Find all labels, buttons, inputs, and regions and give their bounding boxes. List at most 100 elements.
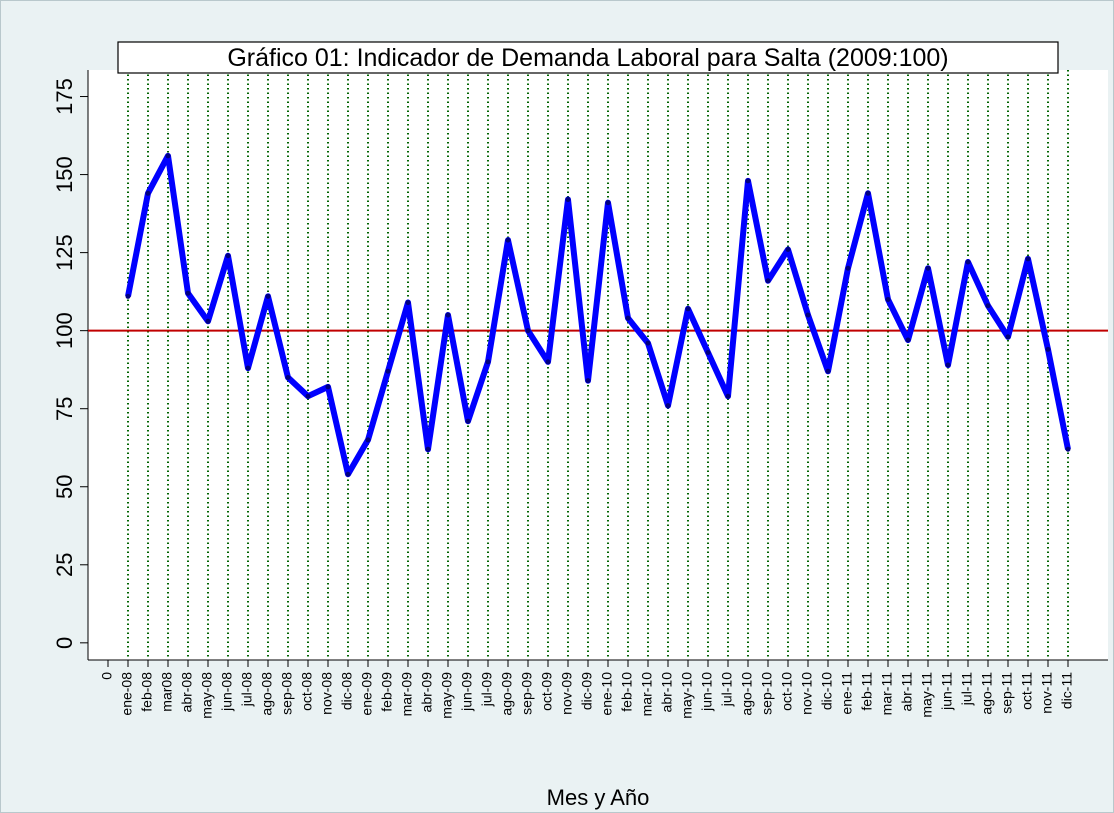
x-tick-label: feb-11 [859, 672, 875, 711]
x-tick-label: oct-08 [299, 672, 315, 711]
y-tick-label: 0 [52, 637, 77, 649]
x-tick-label: dic-11 [1059, 672, 1075, 709]
x-tick-label: may-08 [199, 672, 215, 719]
x-tick-label: nov-09 [559, 672, 575, 715]
data-point [185, 290, 191, 296]
data-point [425, 446, 431, 452]
data-point [665, 403, 671, 409]
data-point [825, 368, 831, 374]
data-point [405, 300, 411, 306]
data-point [925, 265, 931, 271]
data-point [385, 368, 391, 374]
data-point [125, 293, 131, 299]
x-tick-label: sep-09 [519, 672, 535, 715]
data-point [165, 153, 171, 159]
x-tick-label: jul-09 [479, 672, 495, 707]
x-tick-label: ene-10 [599, 672, 615, 716]
x-tick-label: sep-08 [279, 672, 295, 715]
x-tick-label: abr-08 [179, 672, 195, 713]
data-point [1045, 346, 1051, 352]
data-point [745, 178, 751, 184]
data-point [1025, 256, 1031, 262]
data-line [125, 152, 1071, 478]
data-point [445, 312, 451, 318]
x-tick-label: jun-11 [939, 672, 955, 711]
data-point [565, 197, 571, 203]
x-tick-label: jul-08 [239, 672, 255, 707]
x-tick-label: nov-10 [799, 672, 815, 715]
x-tick-label: abr-11 [899, 672, 915, 712]
x-tick-label: 0 [99, 672, 115, 680]
x-tick-label: ago-08 [259, 672, 275, 716]
x-tick-label: jun-09 [459, 672, 475, 712]
y-tick-label: 175 [52, 78, 77, 115]
x-tick-label: ene-08 [119, 672, 135, 716]
plot-area [88, 70, 1108, 660]
y-tick-label: 150 [52, 156, 77, 193]
data-point [365, 437, 371, 443]
data-point [1005, 334, 1011, 340]
x-tick-label: ago-10 [739, 672, 755, 716]
data-point [225, 253, 231, 259]
x-tick-label: jul-11 [959, 672, 975, 706]
data-point [725, 393, 731, 399]
x-tick-label: abr-09 [419, 672, 435, 713]
data-point [545, 359, 551, 365]
x-tick-label: sep-10 [759, 672, 775, 715]
data-point [1065, 446, 1071, 452]
chart-title: Gráfico 01: Indicador de Demanda Laboral… [227, 44, 948, 72]
x-tick-label: dic-09 [579, 672, 595, 710]
data-point [845, 265, 851, 271]
x-tick-label: oct-10 [779, 672, 795, 711]
data-point [625, 315, 631, 321]
x-tick-label: feb-10 [619, 672, 635, 712]
x-tick-label: nov-08 [319, 672, 335, 715]
data-point [685, 306, 691, 312]
x-tick-label: mar08 [159, 672, 175, 712]
y-tick-label: 125 [52, 234, 77, 271]
y-tick-label: 50 [52, 475, 77, 499]
data-point [885, 296, 891, 302]
title-box [117, 41, 1059, 74]
data-point [985, 303, 991, 309]
x-tick-label: jun-08 [219, 672, 235, 712]
data-point [805, 312, 811, 318]
x-tick-label: feb-08 [139, 672, 155, 712]
data-point [905, 337, 911, 343]
data-point [265, 293, 271, 299]
data-point [965, 259, 971, 265]
x-tick-label: ago-09 [499, 672, 515, 716]
x-tick-label: feb-09 [379, 672, 395, 712]
data-point [645, 340, 651, 346]
data-point [865, 190, 871, 196]
data-point [465, 418, 471, 424]
x-tick-label: ene-11 [839, 672, 855, 715]
data-point [945, 362, 951, 368]
x-tick-label: jun-10 [699, 672, 715, 712]
x-tick-label: mar-09 [399, 672, 415, 717]
x-tick-label: mar-10 [639, 672, 655, 717]
data-point [345, 471, 351, 477]
x-tick-label: oct-09 [539, 672, 555, 711]
y-tick-label: 100 [52, 312, 77, 349]
x-tick-label: may-09 [439, 672, 455, 719]
data-point [605, 200, 611, 206]
data-point [305, 393, 311, 399]
x-tick-label: abr-10 [659, 672, 675, 713]
x-tick-label: sep-11 [999, 672, 1015, 714]
data-point [485, 359, 491, 365]
data-point [245, 365, 251, 371]
x-tick-label: mar-11 [879, 672, 895, 716]
data-point [285, 374, 291, 380]
x-tick-label: ene-09 [359, 672, 375, 716]
data-point [585, 378, 591, 384]
data-point [705, 350, 711, 356]
x-tick-label: ago-11 [979, 672, 995, 715]
x-axis-label: Mes y Año [547, 785, 650, 810]
x-tick-label: oct-11 [1019, 672, 1035, 710]
x-tick-label: nov-11 [1039, 672, 1055, 714]
data-point [765, 278, 771, 284]
data-point [145, 190, 151, 196]
